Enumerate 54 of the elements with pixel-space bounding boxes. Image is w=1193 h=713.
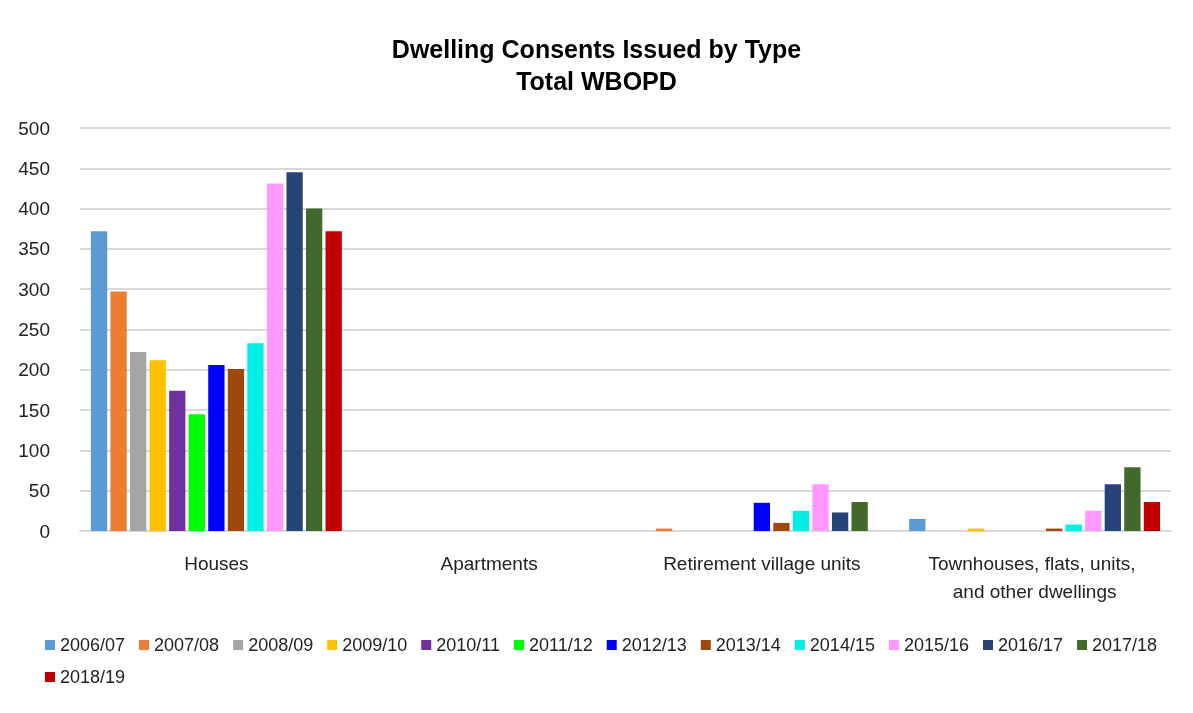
bar	[188, 414, 205, 531]
bar	[812, 484, 829, 531]
bar	[831, 512, 849, 531]
chart-title: Dwelling Consents Issued by Type Total WBOPD	[391, 35, 802, 95]
bar	[247, 343, 264, 531]
bar	[1065, 524, 1082, 531]
bar	[286, 172, 303, 531]
bar	[169, 390, 186, 531]
legend-label: 2006/07	[60, 635, 126, 655]
y-tick-label: 250	[18, 319, 50, 340]
bar	[773, 522, 790, 531]
bar	[1124, 467, 1141, 531]
legend-label: 2009/10	[342, 635, 408, 655]
y-tick-label: 150	[18, 399, 50, 421]
legend-label: 2012/13	[621, 635, 687, 655]
y-tick-label: 350	[18, 238, 50, 260]
bar	[130, 352, 147, 531]
bar	[325, 231, 342, 531]
x-tick-label: Houses	[184, 552, 249, 574]
legend-label: 2016/17	[997, 635, 1064, 655]
bar	[110, 291, 127, 531]
legend-label: 2008/09	[248, 635, 314, 655]
y-tick-label: 300	[18, 278, 50, 300]
y-tick-label: 200	[18, 359, 50, 381]
y-tick-label: 50	[28, 480, 50, 502]
bar	[208, 364, 225, 531]
bar	[149, 360, 166, 531]
bar	[227, 368, 245, 531]
bar	[909, 518, 926, 531]
bar	[1085, 510, 1102, 531]
x-tick-label: Townhouses, flats, units, and other dwellings	[928, 552, 1141, 602]
y-tick-label: 500	[18, 117, 50, 139]
legend-label: 2015/16	[903, 635, 969, 655]
legend-label: 2007/08	[154, 635, 220, 655]
bar	[753, 502, 771, 531]
y-tick-label: 100	[18, 439, 50, 461]
legend-label: 2018/19	[60, 667, 126, 687]
legend-label: 2014/15	[809, 635, 875, 655]
bar	[1143, 501, 1161, 531]
y-tick-label: 0	[39, 520, 50, 542]
y-tick-label: 400	[18, 198, 50, 220]
bar	[305, 208, 323, 531]
bar	[851, 501, 868, 531]
legend-label: 2017/18	[1092, 635, 1158, 655]
legend-label: 2010/11	[436, 635, 500, 655]
x-tick-label: Apartments	[440, 552, 538, 574]
bar	[1104, 484, 1121, 531]
x-tick-label: Retirement village units	[663, 552, 861, 574]
bar	[266, 183, 284, 531]
y-tick-label: 450	[18, 157, 50, 179]
legend-label: 2013/14	[715, 635, 781, 655]
bar	[792, 510, 810, 531]
bar	[90, 231, 108, 531]
legend-label: 2011/12	[528, 635, 593, 655]
